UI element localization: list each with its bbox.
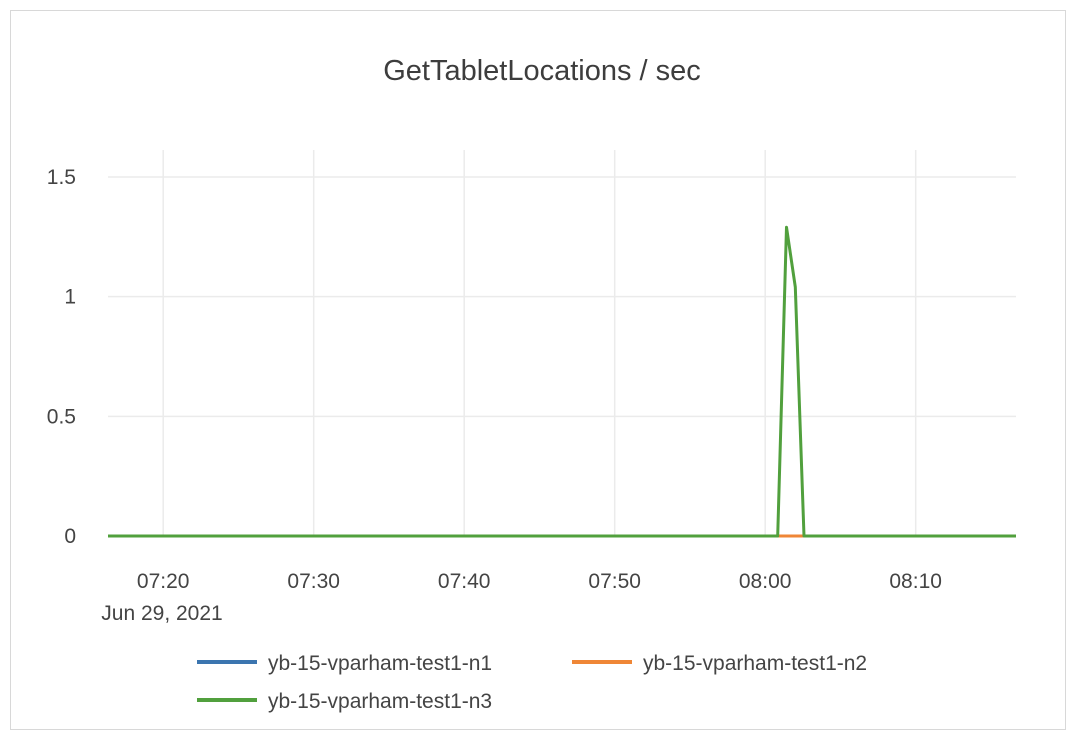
x-tick-label: 08:10 xyxy=(889,570,942,593)
legend-label-3: yb-15-vparham-test1-n3 xyxy=(268,690,492,713)
y-tick-label: 0.5 xyxy=(47,405,76,428)
x-date-label: Jun 29, 2021 xyxy=(101,602,222,625)
x-tick-label: 07:20 xyxy=(137,570,190,593)
y-tick-label: 1 xyxy=(64,286,76,309)
y-tick-label: 0 xyxy=(64,525,76,548)
x-tick-label: 07:30 xyxy=(287,570,340,593)
y-tick-label: 1.5 xyxy=(47,166,76,189)
x-tick-label: 07:50 xyxy=(588,570,641,593)
x-tick-label: 08:00 xyxy=(739,570,792,593)
chart-panel xyxy=(10,10,1066,730)
legend-label-2: yb-15-vparham-test1-n2 xyxy=(643,652,867,675)
chart-title: GetTabletLocations / sec xyxy=(383,55,701,87)
legend-label-1: yb-15-vparham-test1-n1 xyxy=(268,652,492,675)
series-line-3 xyxy=(108,225,1016,538)
x-tick-label: 07:40 xyxy=(438,570,491,593)
